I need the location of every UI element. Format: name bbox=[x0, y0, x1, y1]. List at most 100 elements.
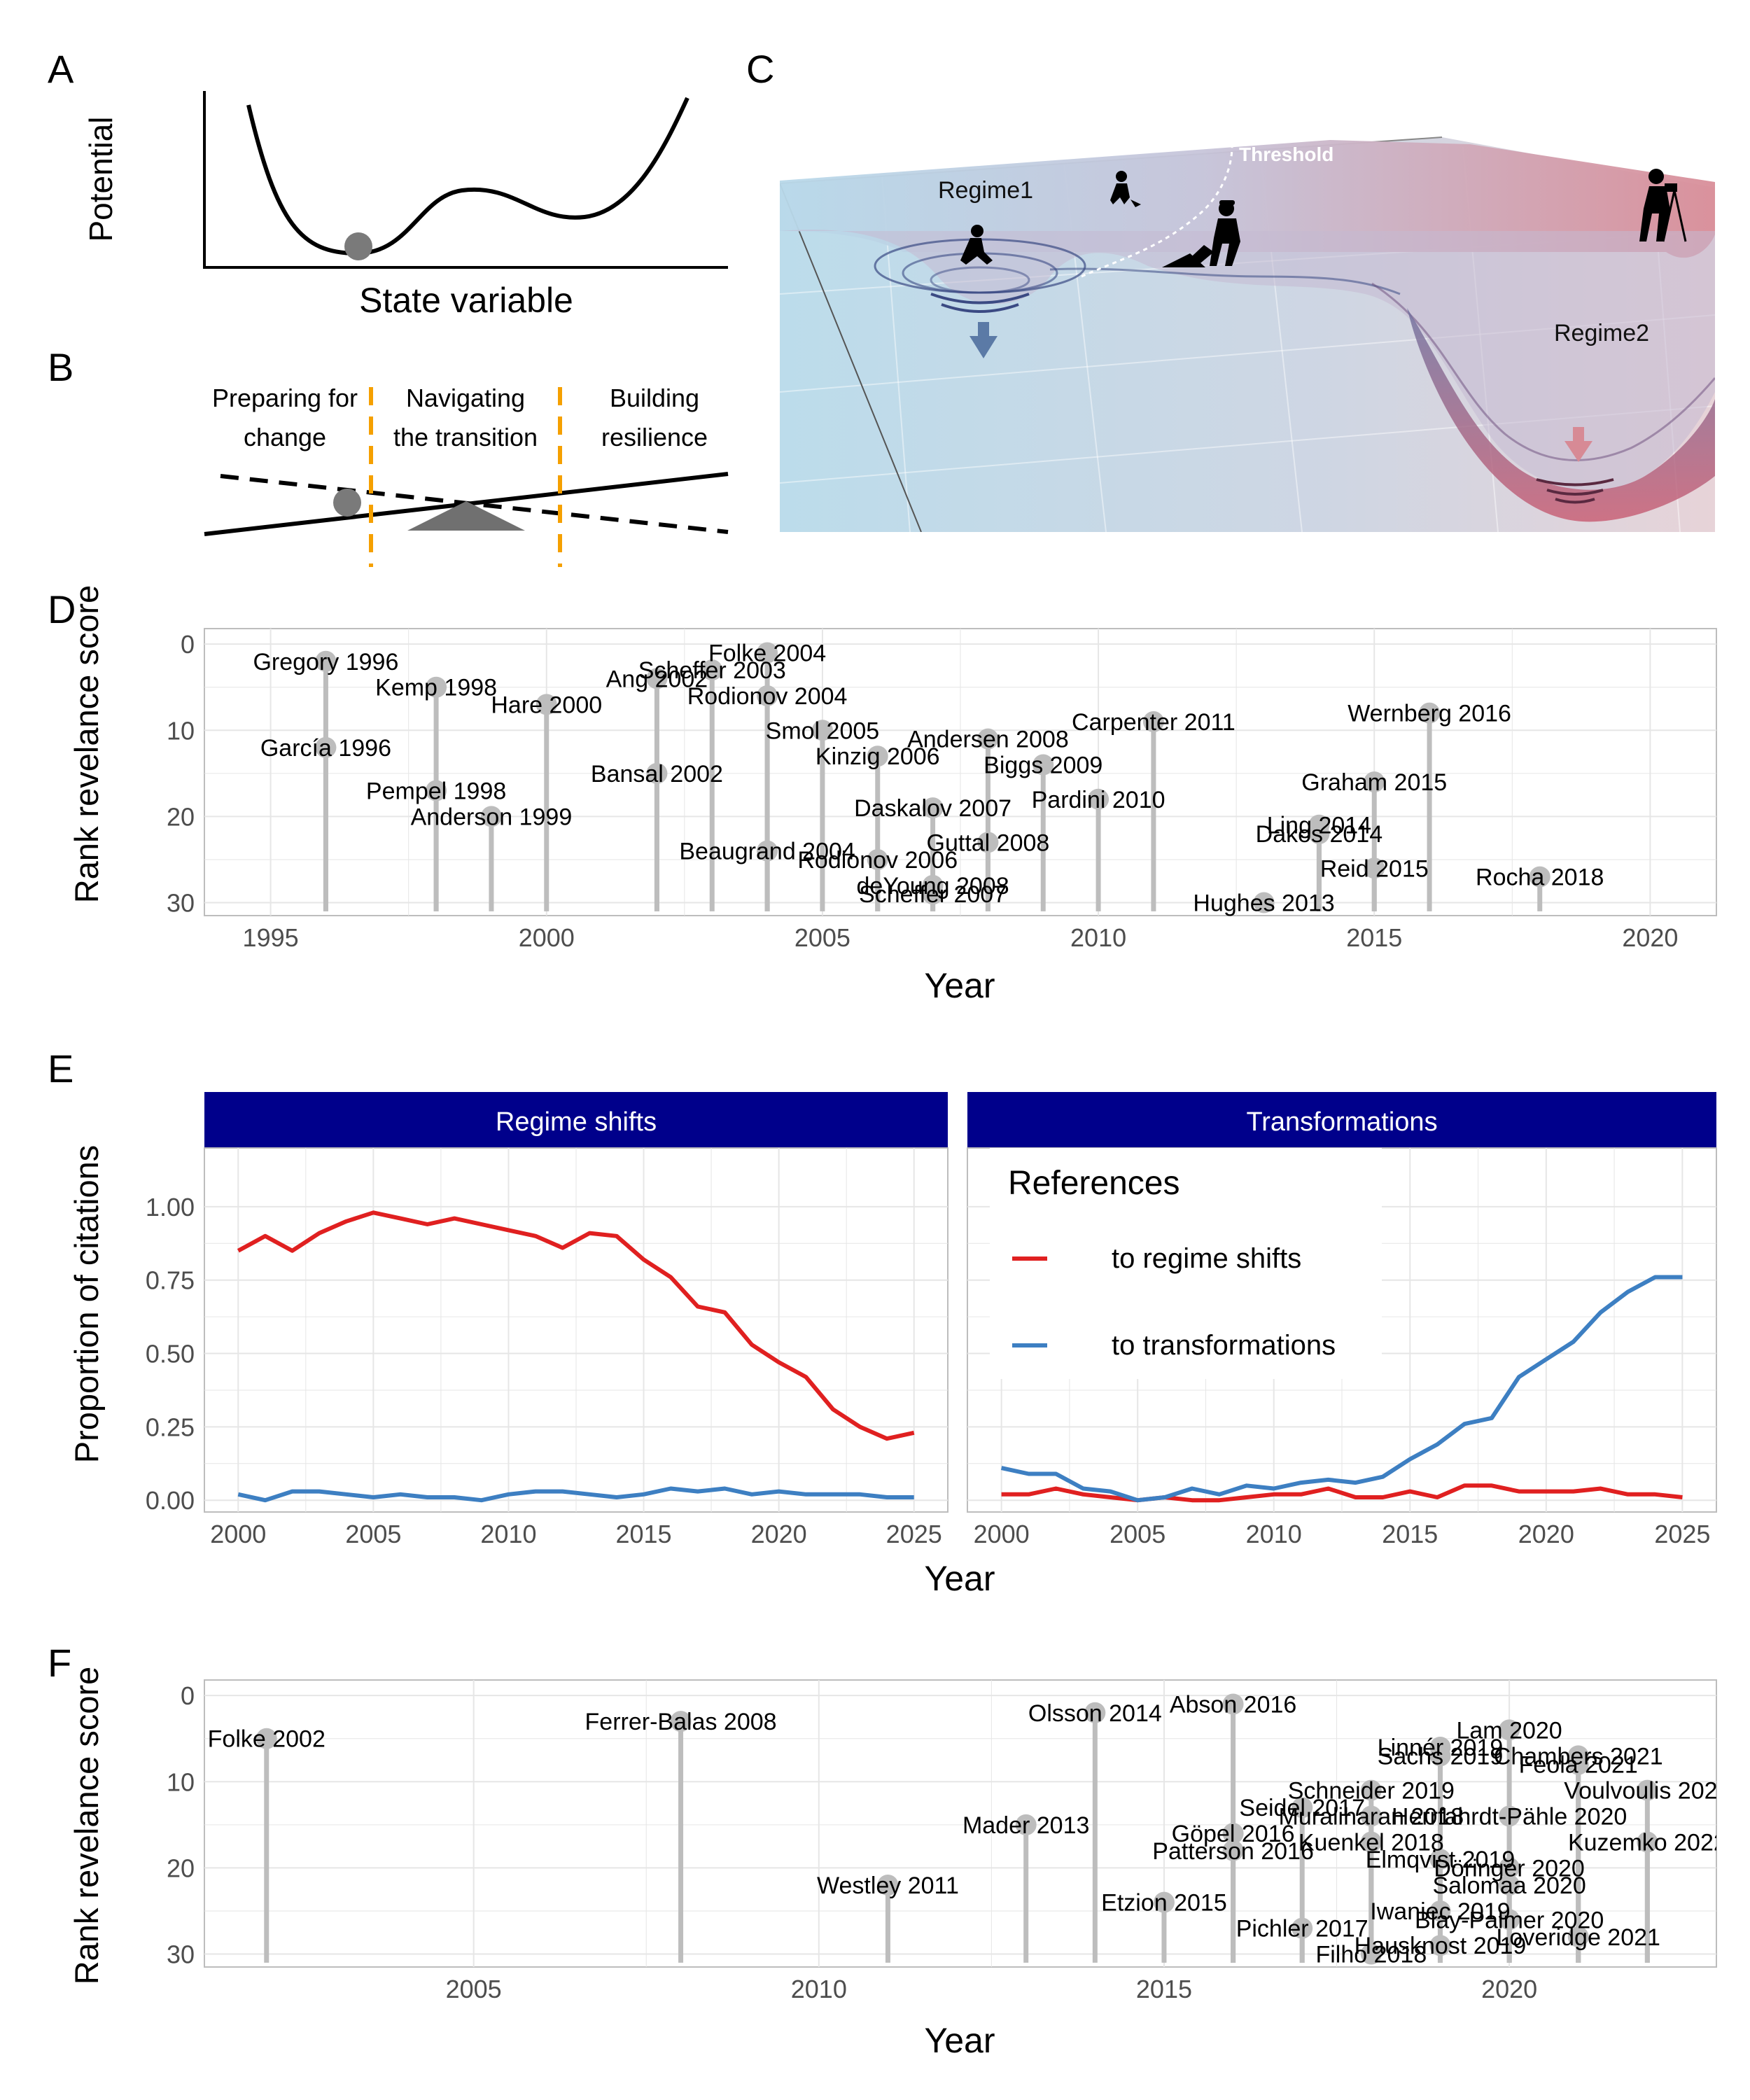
point-patterson-2016 bbox=[1222, 1840, 1244, 1861]
panel-d-xtick-label: 2015 bbox=[1346, 923, 1402, 952]
facet-regime-shifts-xtick-label: 2015 bbox=[615, 1520, 671, 1548]
panel-letter-b: B bbox=[48, 345, 74, 389]
point-smol-2005 bbox=[811, 720, 833, 741]
facet-transformations-xtick-label: 2025 bbox=[1654, 1520, 1710, 1548]
panel-d-ytick-label: 30 bbox=[167, 889, 195, 918]
label-dakos-2014: Dakos 2014 bbox=[1256, 821, 1382, 848]
point-blay-palmer-2020 bbox=[1499, 1909, 1520, 1931]
facet-transformations-line-to-regime-shifts bbox=[1001, 1483, 1683, 1503]
label-sachs-2019: Sachs 2019 bbox=[1378, 1743, 1504, 1770]
facet-transformations-xtick-label: 2000 bbox=[974, 1520, 1030, 1548]
panel-f-ytick-label: 10 bbox=[167, 1768, 195, 1796]
label-elmqvist-2019: Elmqvist 2019 bbox=[1366, 1847, 1516, 1873]
point-ferrer-balas-2008 bbox=[670, 1711, 692, 1732]
point-filho-2018 bbox=[1360, 1943, 1382, 1965]
label-filho-2018: Filho 2018 bbox=[1315, 1942, 1427, 1968]
point-daskalov-2007 bbox=[922, 797, 944, 819]
label-wernberg-2016: Wernberg 2016 bbox=[1348, 701, 1511, 727]
point-kinzig-2006 bbox=[867, 746, 888, 767]
label-seidel-2017: Seidel 2017 bbox=[1239, 1795, 1365, 1821]
point-rodionov-2004 bbox=[757, 685, 778, 707]
phase3-line1: Building bbox=[610, 384, 699, 412]
point-seidel-2017 bbox=[1292, 1797, 1313, 1819]
surface-lip bbox=[780, 230, 1715, 491]
label-olsson-2014: Olsson 2014 bbox=[1028, 1700, 1162, 1727]
facet-regime-shifts-ytick-label: 0.25 bbox=[146, 1413, 195, 1441]
point-dakos-2014 bbox=[1308, 823, 1330, 845]
point-kuzemko-2022 bbox=[1637, 1831, 1658, 1853]
panel-f-marks: Folke 2002 Ferrer-Balas 2008 Westley 2011 M… bbox=[208, 1691, 1716, 1968]
up-arrow-icon bbox=[969, 322, 997, 358]
point-muraliharan-2018 bbox=[1360, 1805, 1382, 1827]
label-g-pel-2016: Göpel 2016 bbox=[1172, 1821, 1295, 1847]
point-voulvoulis-2022 bbox=[1637, 1779, 1658, 1801]
facet-transformations-xtick-label: 2020 bbox=[1518, 1520, 1574, 1548]
label-ang-2002: Ang 2002 bbox=[606, 666, 708, 692]
point-scheffer-2003 bbox=[701, 659, 723, 681]
panel-d: Rank revelance score Year 0 10 20 30 1995 200… bbox=[68, 585, 1717, 1005]
label-gregory-1996: Gregory 1996 bbox=[253, 649, 398, 676]
panel-a-ylabel: Potential bbox=[83, 116, 119, 241]
label-patterson-2016: Patterson 2016 bbox=[1152, 1838, 1314, 1865]
state-ball bbox=[344, 232, 372, 260]
phase1-line2: change bbox=[244, 423, 326, 451]
panel-d-xtick-label: 2000 bbox=[519, 923, 575, 952]
label-scheffer-2007: Scheffer 2007 bbox=[859, 881, 1007, 908]
regime2-label: Regime2 bbox=[1554, 320, 1649, 346]
facet-regime-shifts-xtick-label: 2020 bbox=[751, 1520, 807, 1548]
facet-transformations-xtick-label: 2015 bbox=[1382, 1520, 1438, 1548]
facet-regime-shifts-ytick-label: 1.00 bbox=[146, 1193, 195, 1222]
label-kuenkel-2018: Kuenkel 2018 bbox=[1298, 1829, 1444, 1856]
facet-regime-shifts-xtick-label: 2010 bbox=[480, 1520, 536, 1548]
phase2-line1: Navigating bbox=[406, 384, 525, 412]
panel-f-panel-border bbox=[204, 1679, 1717, 1968]
point-andersen-2008 bbox=[977, 728, 999, 750]
label-hausknost-2019: Hausknost 2019 bbox=[1354, 1933, 1527, 1959]
point-graham-2015 bbox=[1364, 771, 1385, 793]
facet-regime-shifts: 0.00 0.25 0.50 0.75 1.00 2000 2005 2010 2015 2020… bbox=[146, 1147, 948, 1548]
point-olsson-2014 bbox=[1084, 1702, 1106, 1723]
point-anderson-1999 bbox=[480, 806, 502, 827]
label-pempel-1998: Pempel 1998 bbox=[366, 778, 506, 804]
panel-letter-e: E bbox=[48, 1046, 74, 1091]
label-pichler-2017: Pichler 2017 bbox=[1236, 1916, 1368, 1942]
label-abson-2016: Abson 2016 bbox=[1170, 1691, 1297, 1718]
label-salomaa-2020: Salomaa 2020 bbox=[1432, 1872, 1586, 1899]
point-elmqvist-2019 bbox=[1429, 1849, 1451, 1870]
facet-transformations-xtick-label: 2010 bbox=[1246, 1520, 1302, 1548]
label-bansal-2002: Bansal 2002 bbox=[591, 761, 723, 788]
landscape-surface bbox=[780, 140, 1715, 258]
panel-letter-f: F bbox=[48, 1641, 71, 1685]
panel-e-xlabel: Year bbox=[924, 1559, 995, 1598]
label-folke-2002: Folke 2002 bbox=[208, 1726, 326, 1753]
label-guttal-2008: Guttal 2008 bbox=[927, 830, 1050, 856]
point-garc-a-1996 bbox=[315, 736, 337, 758]
facet-transformations-line-to-transformations bbox=[1000, 1275, 1683, 1503]
point-kemp-1998 bbox=[426, 676, 447, 698]
panel-d-ytick-label: 0 bbox=[181, 630, 195, 659]
legend-box bbox=[990, 1148, 1382, 1379]
potential-curve bbox=[246, 97, 690, 256]
label-loveridge-2021: Loveridge 2021 bbox=[1497, 1924, 1660, 1951]
point-westley-2011 bbox=[877, 1875, 899, 1896]
facet-regime-shifts-xtick-label: 2025 bbox=[886, 1520, 942, 1548]
legend-entry-transformations: to transformations bbox=[1112, 1330, 1336, 1361]
label-hughes-2013: Hughes 2013 bbox=[1193, 890, 1334, 917]
point-loveridge-2021 bbox=[1567, 1926, 1589, 1947]
panel-a-xlabel: State variable bbox=[359, 281, 573, 320]
panel-letter-d: D bbox=[48, 587, 76, 631]
panel-d-ytick-label: 20 bbox=[167, 802, 195, 831]
facet-regime-shifts-ytick-label: 0.75 bbox=[146, 1266, 195, 1295]
phase1-line1: Preparing for bbox=[212, 384, 358, 412]
label-westley-2011: Westley 2011 bbox=[817, 1872, 959, 1899]
facet-regime-shifts-ytick-label: 0.50 bbox=[146, 1340, 195, 1368]
point-feola-2021 bbox=[1567, 1754, 1589, 1775]
point-hughes-2013 bbox=[1253, 892, 1275, 913]
label-anderson-1999: Anderson 1999 bbox=[411, 804, 573, 830]
label-rocha-2018: Rocha 2018 bbox=[1476, 864, 1604, 891]
point-reid-2015 bbox=[1364, 858, 1385, 879]
panel-f-xtick-label: 2015 bbox=[1136, 1975, 1192, 2003]
panel-d-xtick-label: 2020 bbox=[1622, 923, 1678, 952]
point-folke-2004 bbox=[757, 642, 778, 664]
panel-f-ylabel: Rank revelance score bbox=[68, 1667, 105, 1985]
